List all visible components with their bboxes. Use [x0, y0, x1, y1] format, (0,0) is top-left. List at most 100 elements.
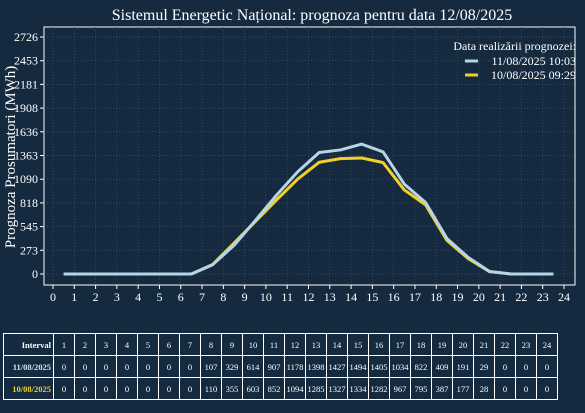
x-tick-label: 6	[178, 290, 184, 304]
x-tick-label: 15	[366, 290, 378, 304]
row-label: 10/08/2025	[3, 377, 54, 400]
y-tick-label: 1090	[14, 172, 38, 186]
x-tick-label: 20	[473, 290, 485, 304]
x-tick-label: 18	[430, 290, 442, 304]
table-cell: 0	[179, 355, 201, 378]
interval-header-cell: 17	[389, 333, 411, 356]
x-tick-label: 16	[388, 290, 400, 304]
interval-header-cell: 16	[368, 333, 390, 356]
grid-lines	[44, 27, 575, 285]
y-tick-label: 2181	[14, 77, 38, 91]
table-cell: 795	[410, 377, 432, 400]
y-tick-label: 545	[20, 220, 38, 234]
interval-header-cell: 12	[284, 333, 306, 356]
table-cell: 0	[116, 355, 138, 378]
x-tick-label: 14	[345, 290, 357, 304]
table-cell: 603	[242, 377, 264, 400]
x-tick-label: 8	[220, 290, 226, 304]
table-cell: 0	[74, 377, 96, 400]
interval-header-cell: 6	[158, 333, 180, 356]
x-axis-ticks: 0 1 2 3 4 5 6 7 8 9 10 11 12 13 14 15 16 17 18 19 20 21 22 23 24	[50, 285, 570, 304]
interval-header-cell: 4	[116, 333, 138, 356]
table-cell: 967	[389, 377, 411, 400]
interval-header-cell: 11	[263, 333, 285, 356]
interval-header-cell: 24	[536, 333, 558, 356]
table-cell: 29	[473, 355, 495, 378]
table-cell: 0	[158, 377, 180, 400]
table-cell: 409	[431, 355, 453, 378]
table-cell: 0	[179, 377, 201, 400]
x-tick-label: 11	[281, 290, 293, 304]
table-cell: 0	[494, 355, 516, 378]
table-cell: 1494	[347, 355, 369, 378]
series-line-1	[63, 142, 554, 276]
interval-header-cell: 22	[494, 333, 516, 356]
legend-title: Data realizării prognozei:	[453, 39, 576, 53]
x-tick-label: 10	[260, 290, 272, 304]
table-cell: 0	[536, 355, 558, 378]
table-row: 10/08/2025 0 0 0 0 0 0 0 110 355 603 852 1094 1285 132…	[3, 377, 558, 400]
x-tick-label: 4	[135, 290, 141, 304]
x-tick-label: 21	[494, 290, 506, 304]
y-tick-label: 273	[20, 243, 38, 257]
interval-header-cell: 15	[347, 333, 369, 356]
legend-entry-series-1: 11/08/2025 10:03	[491, 54, 576, 68]
interval-header-cell: 3	[95, 333, 117, 356]
table-cell: 0	[137, 355, 159, 378]
table-cell: 191	[452, 355, 474, 378]
x-tick-label: 5	[156, 290, 162, 304]
y-tick-label: 818	[20, 196, 38, 210]
x-tick-label: 3	[114, 290, 120, 304]
table-cell: 822	[410, 355, 432, 378]
x-tick-label: 19	[452, 290, 464, 304]
table-cell: 0	[137, 377, 159, 400]
series-lines	[63, 142, 554, 276]
table-cell: 0	[95, 355, 117, 378]
x-tick-label: 13	[324, 290, 336, 304]
interval-header-cell: 19	[431, 333, 453, 356]
y-axis-label: Prognoza Prosumatori (MWh)	[3, 66, 19, 248]
interval-header-cell: 23	[515, 333, 537, 356]
table-cell: 387	[431, 377, 453, 400]
x-tick-label: 0	[50, 290, 56, 304]
row-label: 11/08/2025	[3, 355, 54, 378]
table-cell: 0	[536, 377, 558, 400]
interval-header-cell: 14	[326, 333, 348, 356]
interval-header-cell: 9	[221, 333, 243, 356]
y-tick-label: 2726	[14, 30, 38, 44]
x-tick-label: 1	[71, 290, 77, 304]
x-tick-label: 23	[537, 290, 549, 304]
table-cell: 1334	[347, 377, 369, 400]
table-cell: 852	[263, 377, 285, 400]
interval-header-cell: 10	[242, 333, 264, 356]
interval-header-cell: 18	[410, 333, 432, 356]
forecast-table: Interval 1 2 3 4 5 6 7 8 9 10 11 12 13 14 15 16 17 18 19 20 2…	[3, 333, 558, 400]
x-tick-label: 9	[242, 290, 248, 304]
table-cell: 907	[263, 355, 285, 378]
table-cell: 28	[473, 377, 495, 400]
y-axis-ticks: 0 273 545 818 1090 1363 1636 1908 2181 2453 2726	[14, 30, 44, 281]
table-cell: 0	[95, 377, 117, 400]
chart-title: Sistemul Energetic Național: prognoza pe…	[112, 7, 513, 24]
x-tick-label: 7	[199, 290, 205, 304]
interval-header-cell: 7	[179, 333, 201, 356]
table-cell: 110	[200, 377, 222, 400]
table-cell: 1405	[368, 355, 390, 378]
table-cell: 1034	[389, 355, 411, 378]
interval-header-cell: 1	[53, 333, 75, 356]
y-tick-label: 1636	[14, 125, 38, 139]
y-tick-label: 1363	[14, 149, 38, 163]
table-cell: 329	[221, 355, 243, 378]
table-row: 11/08/2025 0 0 0 0 0 0 0 107 329 614 907 1178 1398 142…	[3, 355, 558, 378]
table-cell: 177	[452, 377, 474, 400]
x-tick-label: 24	[558, 290, 570, 304]
y-tick-label: 1908	[14, 101, 38, 115]
table-cell: 614	[242, 355, 264, 378]
y-tick-label: 0	[32, 267, 38, 281]
x-tick-label: 22	[515, 290, 527, 304]
x-tick-label: 17	[409, 290, 421, 304]
interval-header-cell: 2	[74, 333, 96, 356]
table-cell: 107	[200, 355, 222, 378]
table-cell: 0	[53, 355, 75, 378]
